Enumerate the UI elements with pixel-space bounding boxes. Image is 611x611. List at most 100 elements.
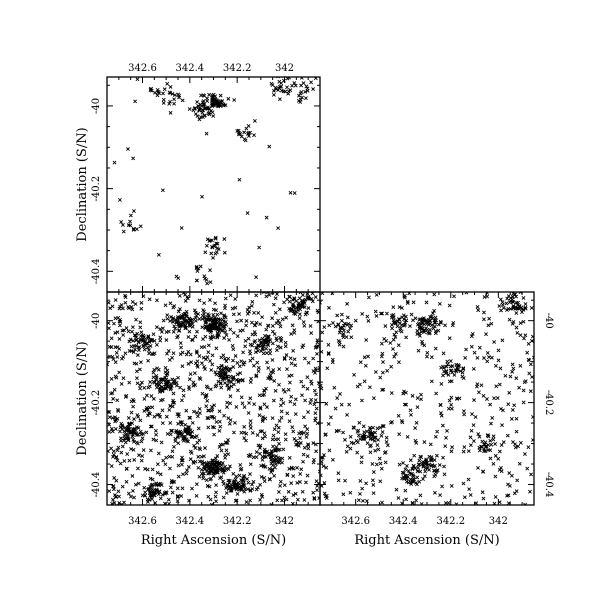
data-point — [142, 338, 147, 342]
data-point — [269, 370, 274, 374]
data-point — [280, 460, 284, 465]
data-point — [204, 478, 209, 482]
data-point — [137, 453, 141, 458]
data-point — [179, 494, 184, 498]
data-point — [210, 238, 214, 243]
data-point — [402, 476, 407, 481]
data-point — [383, 460, 388, 465]
data-point — [270, 437, 275, 442]
data-point — [365, 314, 370, 319]
data-point — [190, 435, 195, 440]
data-point — [220, 377, 225, 382]
data-point — [145, 467, 150, 472]
data-point — [427, 467, 431, 472]
x-tick-label: 342.2 — [223, 63, 252, 74]
data-point — [217, 373, 222, 378]
data-point — [222, 413, 227, 418]
data-point — [256, 348, 260, 353]
data-point — [270, 316, 275, 321]
data-point — [289, 481, 294, 486]
data-point — [244, 318, 249, 323]
data-point — [169, 386, 174, 390]
data-point — [180, 462, 184, 467]
data-point — [403, 488, 408, 493]
data-point — [499, 443, 504, 447]
data-point — [212, 415, 217, 420]
data-point — [293, 83, 298, 88]
data-point — [382, 451, 387, 455]
x-axis-title: Right Ascension (S/N) — [141, 533, 286, 548]
data-point — [130, 325, 135, 330]
data-point — [204, 404, 209, 409]
data-point — [155, 470, 160, 475]
data-point — [208, 497, 213, 502]
data-point — [255, 433, 260, 438]
data-point — [183, 292, 187, 297]
data-point — [244, 438, 248, 443]
data-point — [462, 495, 467, 500]
data-point — [111, 454, 115, 459]
data-point — [156, 492, 161, 497]
data-point — [197, 446, 202, 451]
data-point — [175, 486, 180, 491]
data-point — [525, 466, 530, 471]
data-point — [205, 281, 210, 286]
data-point — [184, 312, 189, 317]
data-point — [471, 439, 476, 443]
data-point — [144, 393, 149, 398]
data-point — [312, 496, 317, 500]
data-point — [269, 449, 274, 454]
data-point — [252, 118, 257, 123]
data-point — [107, 326, 111, 331]
data-point — [250, 430, 255, 435]
data-point — [148, 476, 153, 481]
data-point — [138, 383, 143, 388]
data-point — [209, 414, 214, 419]
data-point — [138, 386, 142, 391]
data-point — [290, 297, 295, 302]
data-point — [246, 411, 251, 415]
data-point — [242, 130, 247, 135]
data-point — [223, 455, 228, 460]
data-point — [111, 449, 116, 454]
data-point — [461, 481, 466, 486]
data-point — [254, 374, 258, 379]
data-point — [404, 402, 409, 407]
data-point — [244, 500, 249, 504]
panel-bottom-left: 342.6 342.4 342.2 342-40-40.2-40.4Declinati… — [75, 291, 321, 548]
data-points — [112, 77, 318, 286]
data-point — [472, 350, 477, 355]
data-point — [115, 398, 120, 403]
data-point — [219, 467, 224, 471]
data-point — [393, 335, 398, 339]
y-tick-label: -40 — [91, 313, 102, 329]
data-point — [209, 404, 214, 409]
data-point — [270, 467, 275, 472]
data-point — [305, 386, 310, 391]
data-point — [220, 467, 225, 471]
data-point — [404, 390, 408, 395]
data-point — [298, 430, 303, 435]
data-point — [289, 331, 294, 336]
y-tick-label: -40.4 — [91, 258, 102, 284]
data-point — [174, 430, 178, 435]
data-point — [109, 336, 114, 341]
data-point — [248, 130, 253, 135]
data-point — [131, 437, 136, 442]
data-point — [303, 89, 308, 94]
data-point — [125, 434, 130, 439]
data-point — [207, 328, 211, 332]
data-point — [136, 426, 141, 430]
data-point — [120, 223, 125, 227]
data-point — [414, 480, 418, 485]
data-point — [295, 465, 299, 470]
data-point — [248, 396, 253, 401]
data-point — [215, 241, 220, 246]
data-point — [272, 379, 277, 383]
data-point — [494, 384, 499, 389]
data-point — [348, 490, 353, 495]
y-tick-label: -40 — [91, 98, 102, 114]
data-point — [221, 495, 226, 500]
data-point — [287, 419, 292, 424]
y-axis-title: Declination (S/N) — [75, 341, 90, 455]
